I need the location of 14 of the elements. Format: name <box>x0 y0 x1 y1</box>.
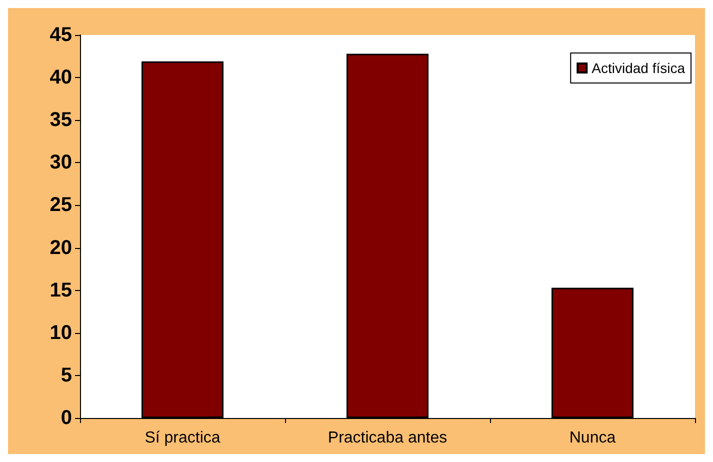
y-tick-label: 15 <box>50 279 72 302</box>
y-tick-label: 45 <box>50 24 72 46</box>
y-tick-label: 30 <box>50 152 72 174</box>
legend-label: Actividad física <box>592 60 686 76</box>
y-tick-label: 0 <box>60 407 72 429</box>
y-tick-label: 5 <box>60 364 72 386</box>
y-tick-label: 20 <box>50 236 72 259</box>
y-tick-label: 35 <box>50 109 72 132</box>
y-tick-label: 25 <box>50 194 72 216</box>
x-tick-label: Practicaba antes <box>328 430 448 446</box>
x-tick-label: Nunca <box>569 430 616 446</box>
y-tick-label: 10 <box>50 322 72 344</box>
y-tick-label: 40 <box>50 66 72 89</box>
x-tick-label: Sí practica <box>144 430 220 446</box>
